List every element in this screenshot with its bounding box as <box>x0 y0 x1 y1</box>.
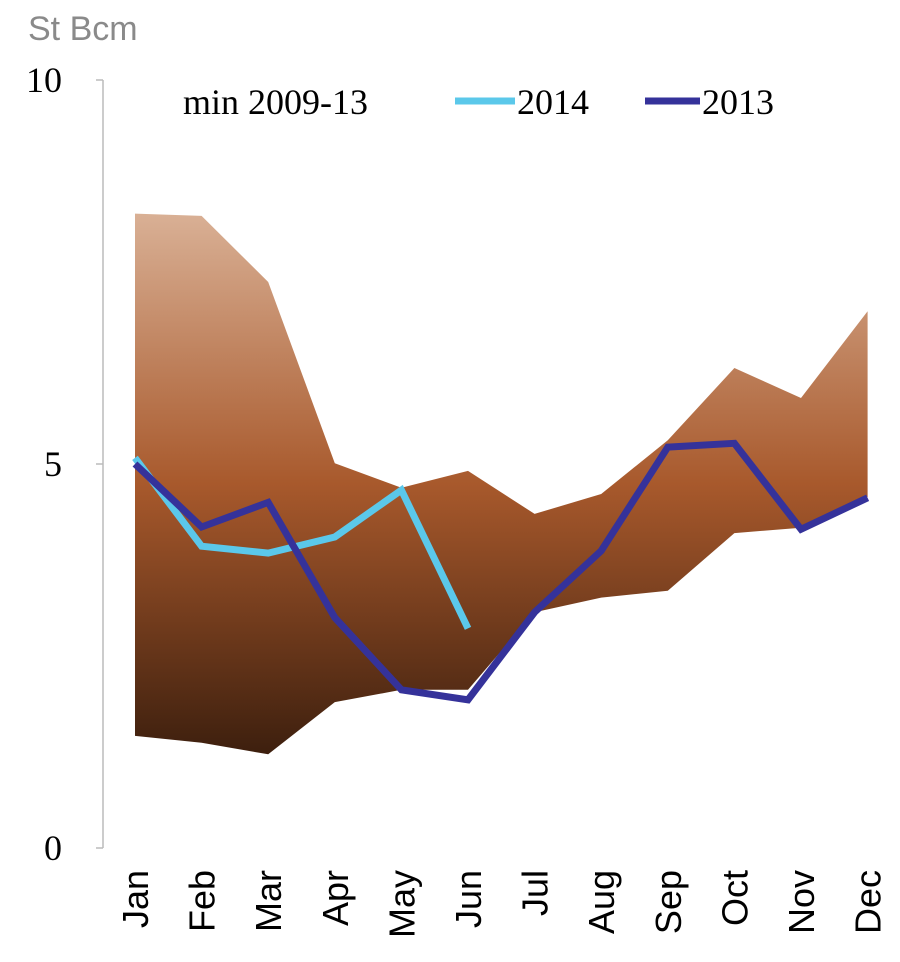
legend-label: min 2009-13 <box>183 82 368 122</box>
x-tick-label: Aug <box>581 870 622 934</box>
y-tick-label: 0 <box>44 828 62 868</box>
x-tick-label: Jun <box>448 870 489 928</box>
range-band <box>135 213 868 755</box>
x-tick-label: May <box>381 870 422 938</box>
x-tick-label: Sep <box>648 870 689 934</box>
line-series <box>132 455 472 630</box>
x-tick-label: Mar <box>248 870 289 932</box>
x-tick-label: Dec <box>848 870 889 934</box>
line-series <box>132 439 870 704</box>
y-tick-label: 5 <box>44 444 62 484</box>
x-tick-label: Jan <box>115 870 156 928</box>
x-tick-label: Feb <box>182 870 223 932</box>
legend-label: 2013 <box>702 82 774 122</box>
legend-label: 2014 <box>517 82 589 122</box>
x-tick-label: Jul <box>515 870 556 916</box>
x-tick-label: Apr <box>315 870 356 926</box>
y-axis-label: St Bcm <box>28 10 138 48</box>
y-tick-label: 10 <box>26 60 62 100</box>
x-tick-label: Oct <box>714 870 755 926</box>
x-tick-label: Nov <box>781 870 822 934</box>
